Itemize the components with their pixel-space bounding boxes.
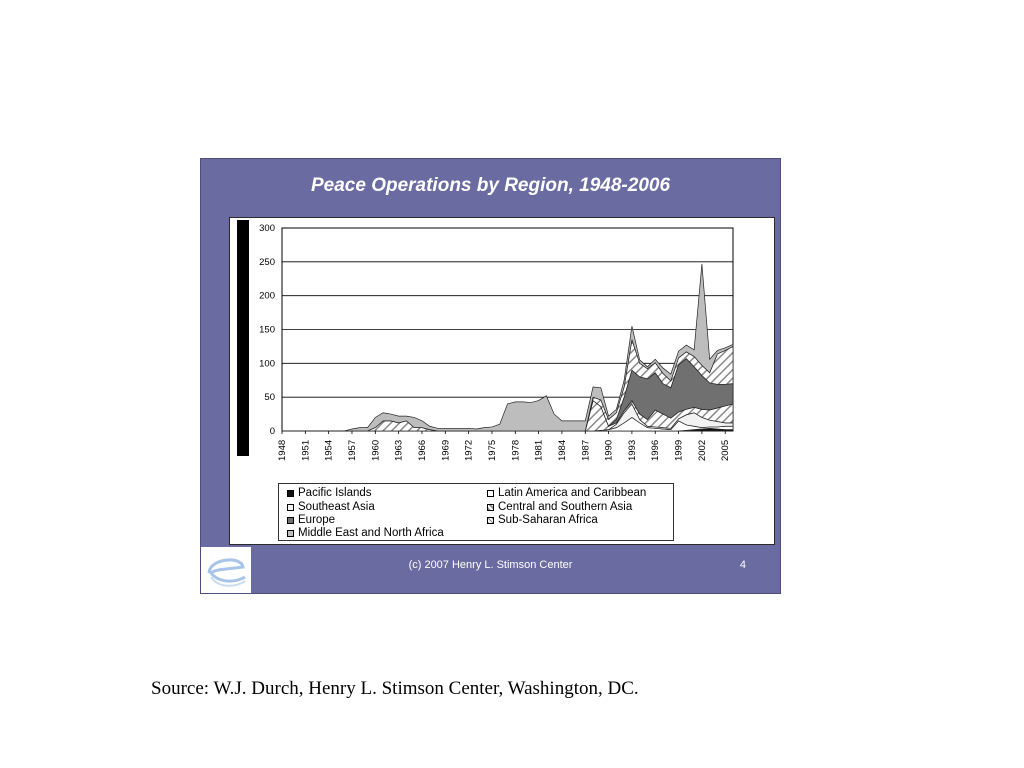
legend: Pacific Islands Latin America and Caribb… xyxy=(278,483,674,541)
x-tick-label: 1987 xyxy=(580,440,591,461)
y-tick-label: 0 xyxy=(270,426,275,437)
copyright-text: (c) 2007 Henry L. Stimson Center xyxy=(408,559,573,571)
x-tick-label: 1951 xyxy=(300,440,311,461)
y-tick-label: 50 xyxy=(264,392,275,403)
slide-panel: Peace Operations by Region, 1948-2006 0 5… xyxy=(200,158,781,594)
x-tick-label: 1990 xyxy=(604,440,615,461)
x-tick-label: 1999 xyxy=(674,440,685,461)
chart-plot: 0 50 100 150 200 250 300 1948 1951 1954 1957 1960 19… xyxy=(237,220,734,461)
legend-item-southeast-asia: Southeast Asia xyxy=(287,501,375,513)
legend-label: Southeast Asia xyxy=(298,501,375,513)
legend-item-pacific-islands: Pacific Islands xyxy=(287,487,372,499)
chart-title: Peace Operations by Region, 1948-2006 xyxy=(310,175,671,196)
source-note: Source: W.J. Durch, Henry L. Stimson Cen… xyxy=(151,678,639,699)
legend-swatch xyxy=(487,516,494,524)
legend-swatch xyxy=(287,529,294,537)
legend-swatch xyxy=(287,503,294,511)
legend-label: Latin America and Caribbean xyxy=(498,487,647,499)
x-tick-label: 1993 xyxy=(627,440,638,461)
legend-item-middle-east: Middle East and North Africa xyxy=(287,527,444,539)
logo-swirl-icon xyxy=(207,558,246,587)
legend-label: Central and Southern Asia xyxy=(498,501,633,513)
footer-bar: (c) 2007 Henry L. Stimson Center 4 xyxy=(201,545,780,593)
legend-label: Middle East and North Africa xyxy=(298,527,444,539)
y-tick-label: 250 xyxy=(259,257,275,268)
x-tick-label: 1960 xyxy=(370,440,381,461)
x-tick-label: 1966 xyxy=(417,440,428,461)
stimson-logo xyxy=(201,547,251,593)
x-tick-label: 1972 xyxy=(464,440,475,461)
x-tick-label: 1954 xyxy=(324,440,335,461)
x-tick-label: 1957 xyxy=(347,440,358,461)
legend-swatch xyxy=(487,503,494,511)
legend-item-europe: Europe xyxy=(287,514,335,526)
y-tick-label: 150 xyxy=(259,325,275,336)
chart-box: 0 50 100 150 200 250 300 1948 1951 1954 1957 1960 19… xyxy=(229,217,775,545)
x-tick-label: 1978 xyxy=(510,440,521,461)
y-tick-label: 100 xyxy=(259,358,275,369)
y-tick-label: 200 xyxy=(259,291,275,302)
legend-label: Europe xyxy=(298,514,336,526)
legend-item-central-southern-asia: Central and Southern Asia xyxy=(487,501,632,513)
x-tick-label: 2005 xyxy=(720,440,731,461)
legend-swatch xyxy=(487,489,494,497)
x-tick-label: 1984 xyxy=(557,440,568,461)
x-tick-label: 2002 xyxy=(697,440,708,461)
area-middle-east-and-north-africa xyxy=(282,263,734,432)
x-tick-label: 1969 xyxy=(440,440,451,461)
legend-item-latin-america: Latin America and Caribbean xyxy=(487,487,646,499)
y-tick-label: 300 xyxy=(259,223,275,234)
legend-swatch xyxy=(287,489,294,497)
legend-label: Sub-Saharan Africa xyxy=(498,514,598,526)
legend-item-sub-saharan-africa: Sub-Saharan Africa xyxy=(487,514,598,526)
page-number: 4 xyxy=(739,559,746,571)
x-tick-label: 1981 xyxy=(534,440,545,461)
y-axis-bar xyxy=(237,220,249,456)
x-tick-label: 1996 xyxy=(650,440,661,461)
legend-label: Pacific Islands xyxy=(298,487,372,499)
x-tick-label: 1975 xyxy=(487,440,498,461)
x-tick-label: 1963 xyxy=(394,440,405,461)
x-tick-label: 1948 xyxy=(277,440,288,461)
legend-swatch xyxy=(287,516,294,524)
